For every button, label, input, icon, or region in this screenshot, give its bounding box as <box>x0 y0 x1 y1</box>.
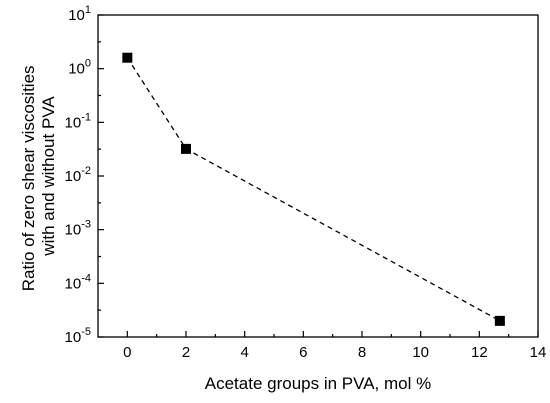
x-axis-ticks: 0 2 4 6 8 10 12 14 <box>123 331 546 361</box>
y-axis-title: Ratio of zero shear viscosities with and… <box>19 61 58 292</box>
y-axis-title-line-2: with and without PVA <box>39 96 58 257</box>
x-tick-label: 6 <box>299 344 307 361</box>
x-tick-label: 10 <box>412 344 429 361</box>
y-tick-label: 10-3 <box>65 219 91 239</box>
x-tick-label: 12 <box>471 344 488 361</box>
plot-frame <box>97 14 539 338</box>
y-tick-label: 100 <box>68 58 91 78</box>
y-axis-ticks: 101 100 10-1 10-2 10-3 10-4 10-5 <box>65 4 104 346</box>
y-tick-label: 10-4 <box>65 272 91 292</box>
y-tick-label: 10-1 <box>65 111 91 131</box>
data-point <box>181 143 191 154</box>
y-tick-label: 10-5 <box>65 326 91 346</box>
x-axis-title: Acetate groups in PVA, mol % <box>205 374 431 393</box>
series-line <box>126 57 501 322</box>
data-point <box>122 52 133 63</box>
y-tick-label: 10-2 <box>65 165 91 185</box>
x-tick-label: 0 <box>123 344 131 361</box>
data-point <box>494 315 505 326</box>
x-tick-label: 2 <box>182 344 190 361</box>
y-axis-title-line-1: Ratio of zero shear viscosities <box>19 65 38 291</box>
x-tick-label: 14 <box>530 344 547 361</box>
x-tick-label: 4 <box>240 344 248 361</box>
x-tick-label: 8 <box>358 344 366 361</box>
data-series <box>122 52 505 326</box>
y-tick-label: 101 <box>68 4 91 24</box>
